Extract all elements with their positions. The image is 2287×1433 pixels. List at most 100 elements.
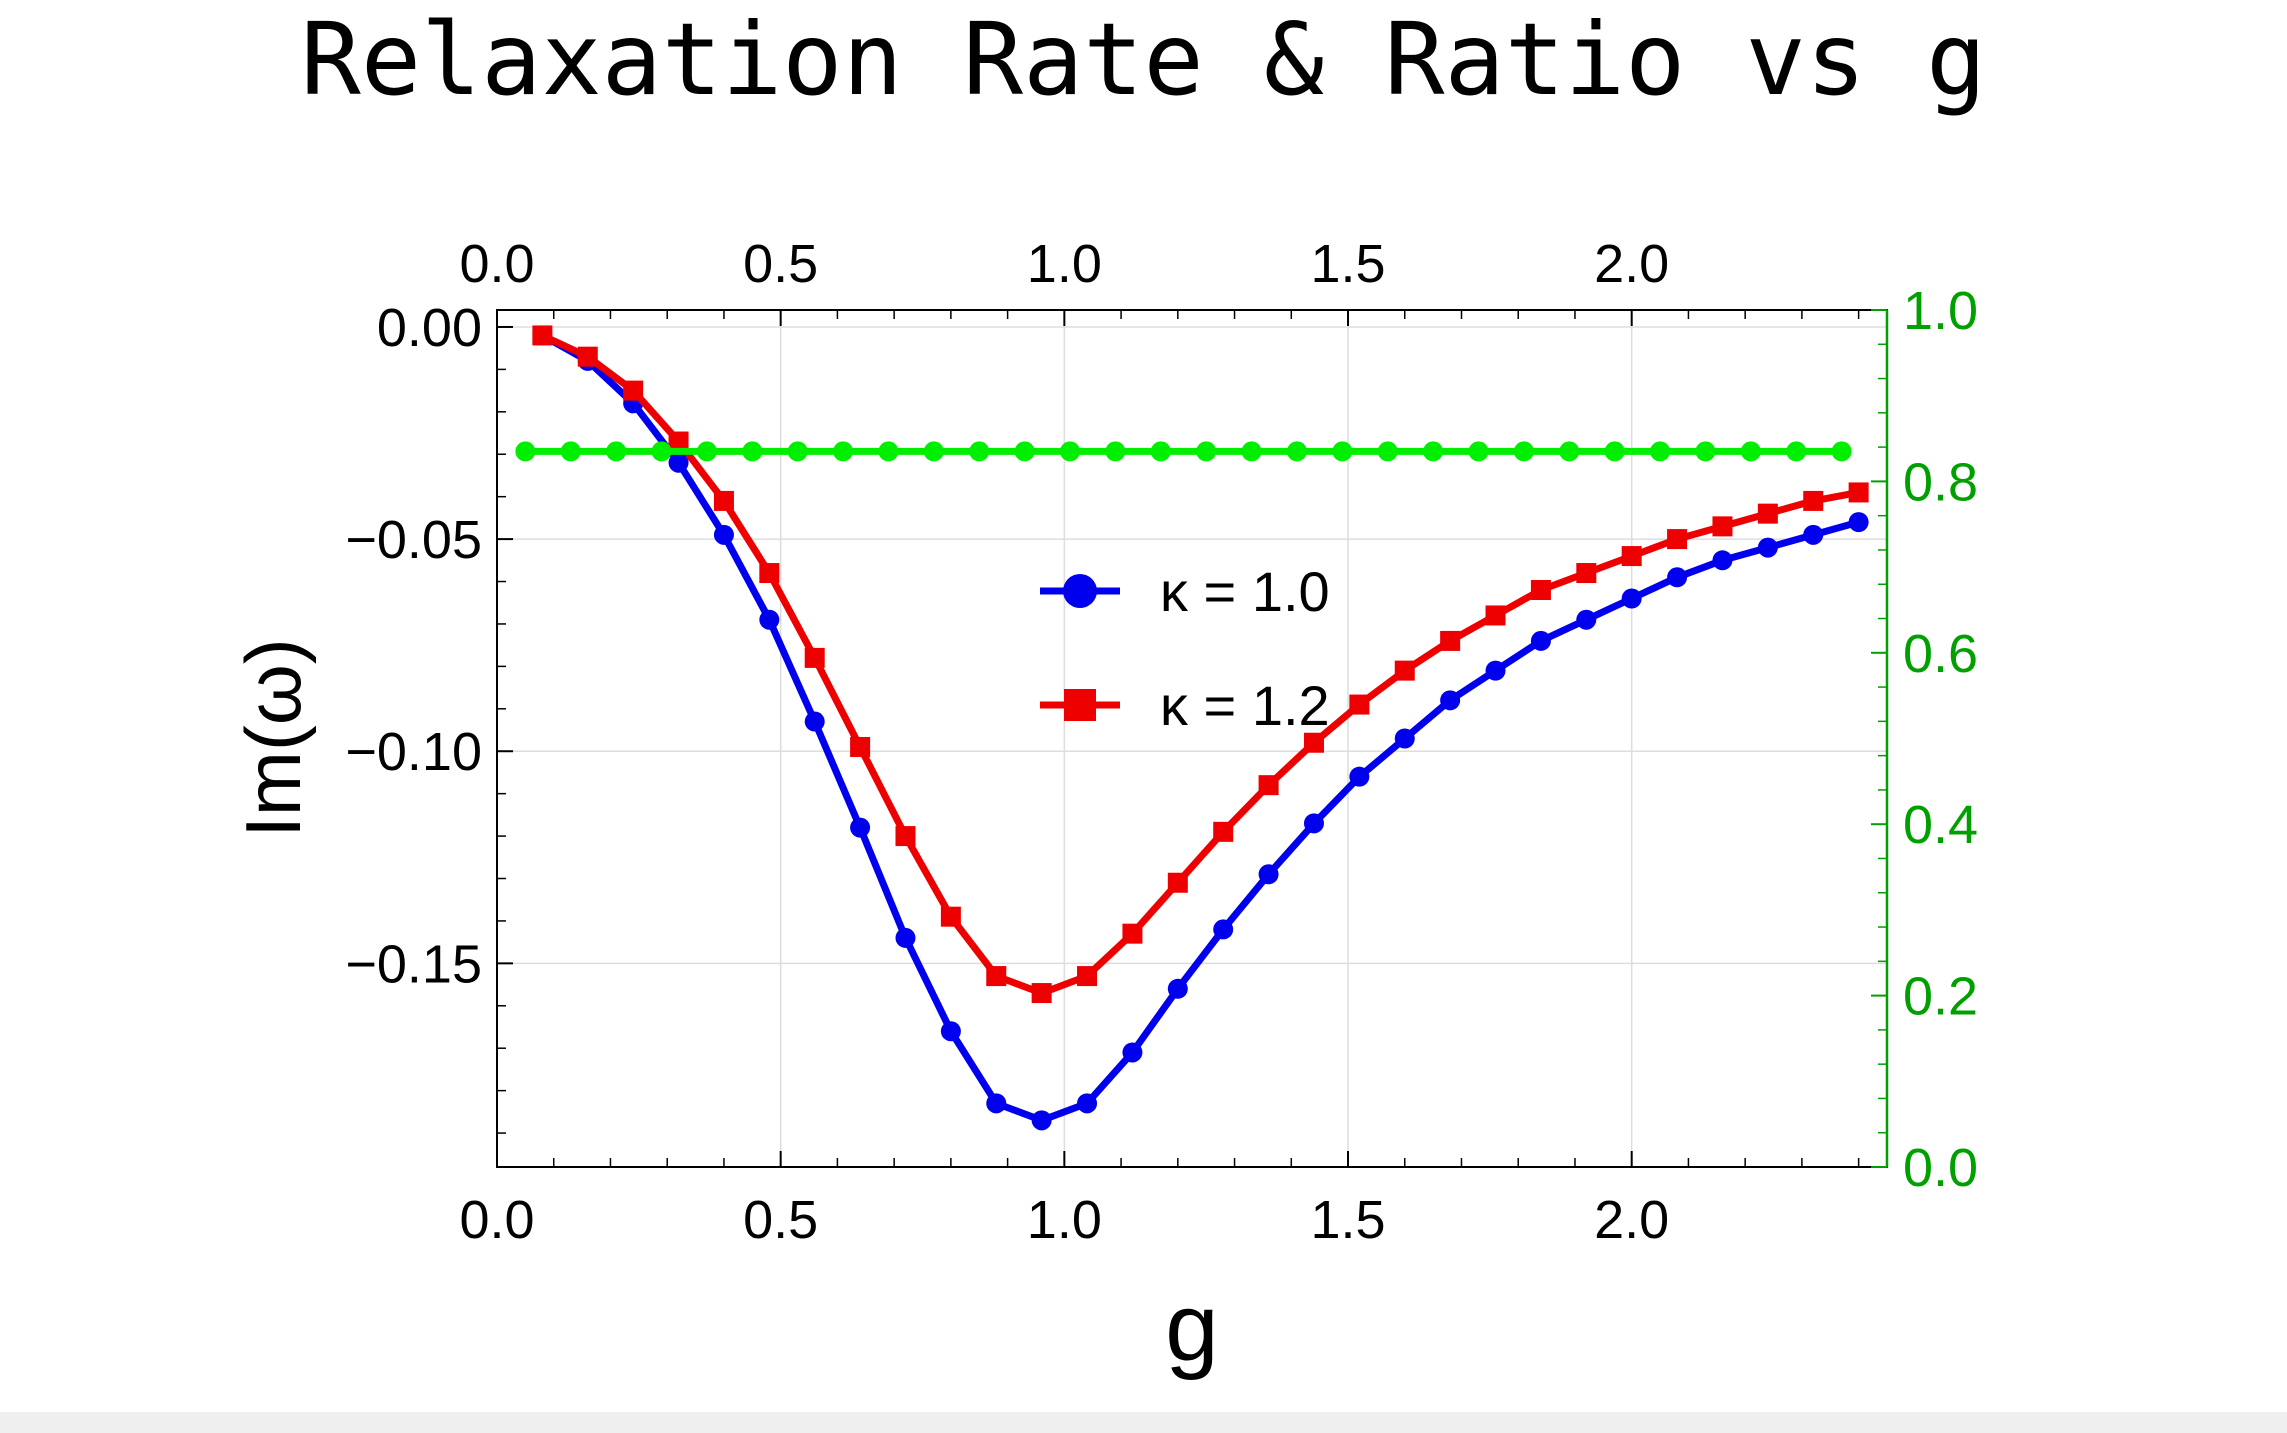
y2-tick-label: 0.6 (1903, 624, 1978, 684)
data-point-0 (668, 452, 689, 473)
data-point-1 (668, 431, 689, 452)
data-point-0 (1440, 690, 1461, 711)
data-point-2 (1513, 441, 1534, 462)
legend-marker (1063, 574, 1097, 608)
data-point-1 (532, 325, 553, 346)
data-point-2 (1786, 441, 1807, 462)
data-point-0 (1303, 813, 1324, 834)
data-point-1 (713, 490, 734, 511)
data-point-2 (651, 441, 672, 462)
data-point-1 (1485, 605, 1506, 626)
data-point-0 (1122, 1042, 1143, 1063)
y-axis-label: Im(ω) (229, 638, 317, 838)
data-point-2 (1150, 441, 1171, 462)
data-point-0 (1077, 1093, 1098, 1114)
data-point-0 (986, 1093, 1007, 1114)
data-point-0 (1667, 567, 1688, 588)
data-point-1 (850, 736, 871, 757)
data-point-1 (623, 380, 644, 401)
minor-ticks (497, 310, 1887, 1167)
y-tick-label: −0.15 (345, 934, 482, 994)
data-point-2 (1695, 441, 1716, 462)
legend-label: κ = 1.2 (1160, 674, 1330, 737)
x-tick-label-top: 0.5 (743, 234, 818, 294)
x-tick-label-bottom: 0.5 (743, 1190, 818, 1250)
data-point-2 (606, 441, 627, 462)
data-point-0 (1530, 630, 1551, 651)
data-point-0 (804, 711, 825, 732)
data-point-2 (1559, 441, 1580, 462)
data-point-2 (1286, 441, 1307, 462)
data-point-0 (1803, 524, 1824, 545)
x-tick-label-bottom: 1.0 (1027, 1190, 1102, 1250)
data-point-2 (1105, 441, 1126, 462)
data-point-2 (1241, 441, 1262, 462)
data-point-1 (759, 563, 780, 584)
data-point-0 (1757, 537, 1778, 558)
data-point-2 (1060, 441, 1081, 462)
data-point-1 (1576, 563, 1597, 584)
data-point-1 (1122, 923, 1143, 944)
data-point-1 (986, 966, 1007, 987)
series (515, 325, 1869, 1131)
data-point-2 (787, 441, 808, 462)
data-point-1 (895, 826, 916, 847)
data-point-1 (1803, 490, 1824, 511)
data-point-0 (1485, 660, 1506, 681)
data-point-2 (1650, 441, 1671, 462)
data-point-0 (1258, 864, 1279, 885)
data-point-0 (850, 817, 871, 838)
y2-tick-label: 0.2 (1903, 967, 1978, 1027)
data-point-1 (1667, 529, 1688, 550)
data-point-1 (1303, 732, 1324, 753)
data-point-1 (940, 906, 961, 927)
data-point-0 (759, 609, 780, 630)
x-tick-label-top: 1.5 (1310, 234, 1385, 294)
y2-tick-label: 0.4 (1903, 795, 1978, 855)
legend-label: κ = 1.0 (1160, 560, 1330, 623)
data-point-1 (1440, 630, 1461, 651)
data-point-1 (1031, 983, 1052, 1004)
data-point-1 (1258, 775, 1279, 796)
legend-marker (1064, 689, 1096, 721)
chart-title: Relaxation Rate & Ratio vs g (300, 1, 1987, 118)
data-point-1 (1349, 694, 1370, 715)
data-point-2 (1014, 441, 1035, 462)
data-point-2 (1377, 441, 1398, 462)
y-tick-label: −0.05 (345, 510, 482, 570)
data-point-1 (1213, 821, 1234, 842)
x-tick-label-top: 1.0 (1027, 234, 1102, 294)
data-point-2 (833, 441, 854, 462)
data-point-1 (1394, 660, 1415, 681)
data-point-2 (560, 441, 581, 462)
x-axis-label: g (1165, 1274, 1218, 1381)
data-point-1 (804, 647, 825, 668)
legend: κ = 1.0 κ = 1.2 (1040, 560, 1330, 737)
plot-frame (496, 309, 1888, 1168)
data-point-0 (1621, 588, 1642, 609)
y2-tick-label: 0.8 (1903, 452, 1978, 512)
grid-lines (496, 310, 1887, 1167)
data-point-0 (1576, 609, 1597, 630)
x-tick-label-top: 0.0 (459, 234, 534, 294)
data-point-2 (1604, 441, 1625, 462)
data-point-1 (1167, 872, 1188, 893)
data-point-1 (1621, 546, 1642, 567)
data-point-2 (696, 441, 717, 462)
data-point-0 (895, 927, 916, 948)
data-point-0 (713, 524, 734, 545)
data-point-2 (515, 441, 536, 462)
x-tick-label-top: 2.0 (1594, 234, 1669, 294)
data-point-2 (1468, 441, 1489, 462)
bottom-strip (0, 1412, 2287, 1433)
data-point-2 (1740, 441, 1761, 462)
data-point-0 (1712, 550, 1733, 571)
data-point-2 (1423, 441, 1444, 462)
series-line-1 (540, 332, 1860, 997)
data-point-2 (1332, 441, 1353, 462)
data-point-0 (1349, 766, 1370, 787)
y-tick-label: 0.00 (377, 298, 482, 358)
data-point-2 (742, 441, 763, 462)
axes: 0.0 0.0 0.5 0.5 1.0 1.0 1.5 1.5 2.0 2.0 0.00 −0.05 −… (345, 234, 1978, 1250)
data-point-2 (923, 441, 944, 462)
